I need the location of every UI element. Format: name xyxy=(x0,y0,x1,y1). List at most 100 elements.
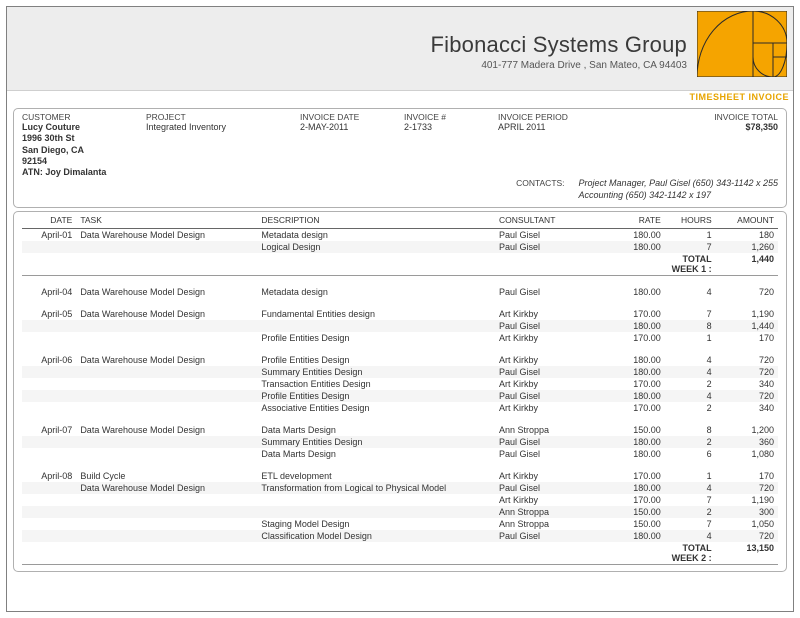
table-row: Art Kirkby170.0071,190 xyxy=(22,494,778,506)
cell-rate: 180.00 xyxy=(603,354,665,366)
timesheet-table: DATE TASK DESCRIPTION CONSULTANT RATE HO… xyxy=(22,215,778,565)
cell-rate: 170.00 xyxy=(603,308,665,320)
cell-hours: 1 xyxy=(665,332,716,344)
cell-rate: 180.00 xyxy=(603,228,665,241)
cell-date xyxy=(22,494,76,506)
gap-row xyxy=(22,460,778,470)
company-block: Fibonacci Systems Group 401-777 Madera D… xyxy=(431,11,697,90)
cell-consultant: Paul Gisel xyxy=(495,320,603,332)
cell-rate: 150.00 xyxy=(603,424,665,436)
table-row: Paul Gisel180.0081,440 xyxy=(22,320,778,332)
cell-task xyxy=(76,378,257,390)
cell-task xyxy=(76,241,257,253)
cell-description: Staging Model Design xyxy=(257,518,495,530)
table-row: April-07Data Warehouse Model DesignData … xyxy=(22,424,778,436)
invoice-num-label: INVOICE # xyxy=(404,112,494,122)
customer-street: 1996 30th St xyxy=(22,133,142,144)
cell-description: Data Marts Design xyxy=(257,424,495,436)
company-address: 401-777 Madera Drive , San Mateo, CA 944… xyxy=(431,60,687,71)
cell-rate: 180.00 xyxy=(603,241,665,253)
cell-hours: 8 xyxy=(665,424,716,436)
cell-description: Profile Entities Design xyxy=(257,354,495,366)
invoice-period-value: APRIL 2011 xyxy=(498,122,628,178)
cell-task xyxy=(76,506,257,518)
cell-rate: 180.00 xyxy=(603,530,665,542)
gap-row xyxy=(22,344,778,354)
cell-hours: 7 xyxy=(665,241,716,253)
cell-hours: 8 xyxy=(665,320,716,332)
cell-hours: 2 xyxy=(665,506,716,518)
cell-rate: 170.00 xyxy=(603,494,665,506)
cell-hours: 4 xyxy=(665,390,716,402)
week-total-row: TOTAL WEEK 1 :1,440 xyxy=(22,253,778,275)
cell-task xyxy=(76,332,257,344)
cell-task xyxy=(76,402,257,414)
gap-row xyxy=(22,276,778,286)
table-row: Associative Entities DesignArt Kirkby170… xyxy=(22,402,778,414)
cell-rate: 170.00 xyxy=(603,332,665,344)
cell-task xyxy=(76,494,257,506)
table-row: Staging Model DesignAnn Stroppa150.0071,… xyxy=(22,518,778,530)
cell-hours: 6 xyxy=(665,448,716,460)
cell-consultant: Ann Stroppa xyxy=(495,518,603,530)
timesheet-section: DATE TASK DESCRIPTION CONSULTANT RATE HO… xyxy=(13,211,787,572)
cell-task xyxy=(76,530,257,542)
invoice-period-label: INVOICE PERIOD xyxy=(498,112,628,122)
cell-amount: 1,440 xyxy=(716,320,778,332)
invoice-num-value: 2-1733 xyxy=(404,122,494,178)
cell-consultant: Art Kirkby xyxy=(495,494,603,506)
cell-rate: 180.00 xyxy=(603,482,665,494)
company-name: Fibonacci Systems Group xyxy=(431,32,687,58)
cell-hours: 4 xyxy=(665,530,716,542)
separator-row xyxy=(22,564,778,565)
cell-rate: 180.00 xyxy=(603,448,665,460)
project-value: Integrated Inventory xyxy=(146,122,296,178)
invoice-date-value: 2-MAY-2011 xyxy=(300,122,400,178)
contact-line: Project Manager, Paul Gisel (650) 343-11… xyxy=(579,178,778,189)
cell-date xyxy=(22,241,76,253)
table-row: Transaction Entities DesignArt Kirkby170… xyxy=(22,378,778,390)
cell-date xyxy=(22,436,76,448)
cell-task: Data Warehouse Model Design xyxy=(76,308,257,320)
week-total-label: TOTAL WEEK 1 : xyxy=(665,253,716,275)
cell-task: Data Warehouse Model Design xyxy=(76,228,257,241)
cell-consultant: Paul Gisel xyxy=(495,286,603,298)
table-row: April-05Data Warehouse Model DesignFunda… xyxy=(22,308,778,320)
table-row: Profile Entities DesignPaul Gisel180.004… xyxy=(22,390,778,402)
invoice-date-label: INVOICE DATE xyxy=(300,112,400,122)
cell-hours: 1 xyxy=(665,470,716,482)
cell-rate: 180.00 xyxy=(603,436,665,448)
cell-amount: 720 xyxy=(716,482,778,494)
cell-date xyxy=(22,402,76,414)
cell-amount: 170 xyxy=(716,332,778,344)
cell-task xyxy=(76,390,257,402)
contacts-list: Project Manager, Paul Gisel (650) 343-11… xyxy=(579,178,778,201)
contacts-label: CONTACTS: xyxy=(516,178,568,201)
fibonacci-logo-icon xyxy=(697,11,787,77)
table-row: Data Warehouse Model DesignTransformatio… xyxy=(22,482,778,494)
table-row: April-08Build CycleETL developmentArt Ki… xyxy=(22,470,778,482)
cell-amount: 1,260 xyxy=(716,241,778,253)
cell-description: Classification Model Design xyxy=(257,530,495,542)
cell-task xyxy=(76,436,257,448)
cell-rate: 180.00 xyxy=(603,320,665,332)
cell-task: Data Warehouse Model Design xyxy=(76,482,257,494)
cell-amount: 1,190 xyxy=(716,308,778,320)
cell-date xyxy=(22,518,76,530)
header-banner: Fibonacci Systems Group 401-777 Madera D… xyxy=(7,7,793,91)
cell-amount: 1,050 xyxy=(716,518,778,530)
cell-amount: 1,190 xyxy=(716,494,778,506)
cell-description: Summary Entities Design xyxy=(257,436,495,448)
cell-hours: 2 xyxy=(665,436,716,448)
cell-task xyxy=(76,366,257,378)
cell-description: Data Marts Design xyxy=(257,448,495,460)
cell-date xyxy=(22,482,76,494)
cell-rate: 150.00 xyxy=(603,518,665,530)
customer-zip: 92154 xyxy=(22,156,142,167)
table-row: Ann Stroppa150.002300 xyxy=(22,506,778,518)
cell-rate: 150.00 xyxy=(603,506,665,518)
cell-description: Transaction Entities Design xyxy=(257,378,495,390)
cell-date xyxy=(22,448,76,460)
cell-hours: 2 xyxy=(665,402,716,414)
customer-name: Lucy Couture xyxy=(22,122,142,133)
